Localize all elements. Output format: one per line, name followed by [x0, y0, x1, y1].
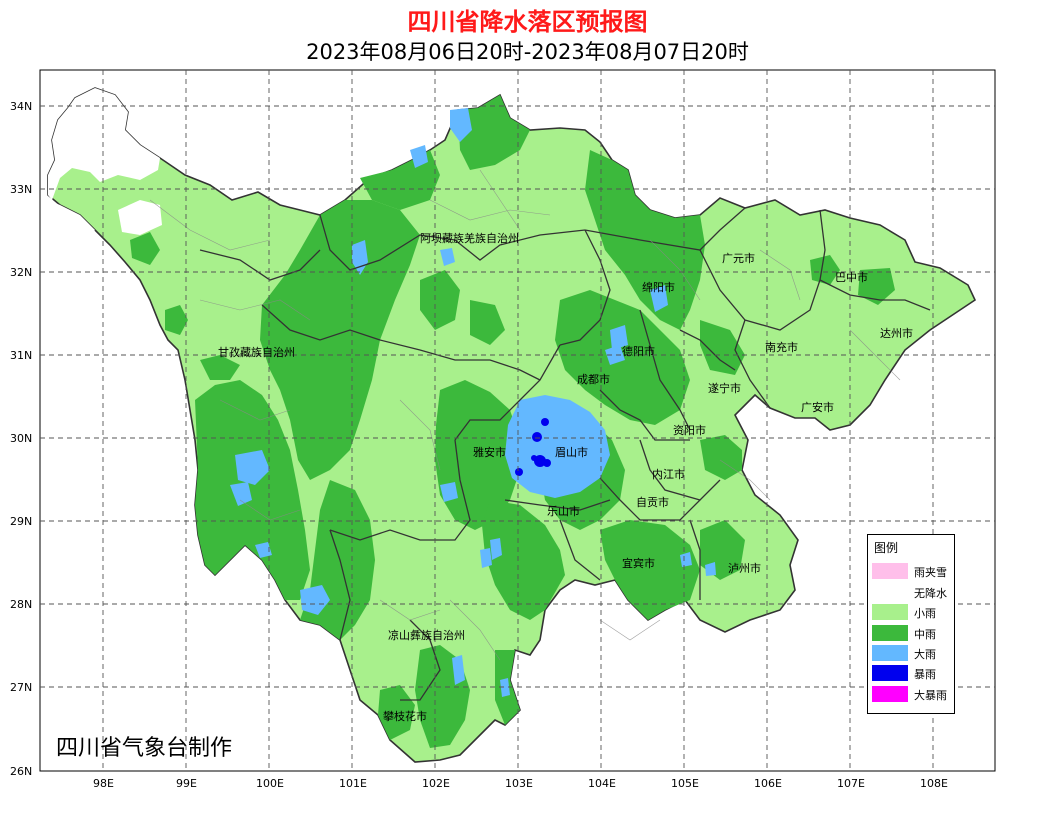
region-label: 达州市 — [880, 326, 913, 340]
producer-credit: 四川省气象台制作 — [56, 736, 233, 761]
legend-item-storm: 暴雨 — [872, 665, 952, 682]
region-label: 德阳市 — [622, 344, 655, 358]
lat-tick: 26N — [10, 765, 32, 778]
legend-label: 中雨 — [914, 628, 936, 641]
legend-swatch — [872, 686, 908, 702]
legend-swatch — [872, 625, 908, 641]
lat-tick: 29N — [10, 515, 32, 528]
lat-tick: 32N — [10, 266, 32, 279]
legend-label: 大暴雨 — [914, 689, 947, 702]
legend-item-none: 无降水 — [872, 584, 952, 601]
legend-item-light: 小雨 — [872, 604, 952, 621]
lat-tick: 34N — [10, 100, 32, 113]
legend-swatch — [872, 645, 908, 661]
lon-tick: 99E — [176, 777, 197, 790]
region-label: 资阳市 — [673, 423, 706, 437]
legend-swatch — [872, 584, 908, 600]
lon-tick: 101E — [339, 777, 367, 790]
region-label: 绵阳市 — [642, 280, 675, 294]
lon-tick: 104E — [588, 777, 616, 790]
longitude-axis: 98E 99E 100E 101E 102E 103E 104E 105E 10… — [93, 777, 948, 790]
legend-label: 雨夹雪 — [914, 566, 947, 579]
grid-lines — [40, 70, 995, 771]
region-label: 宜宾市 — [622, 556, 655, 570]
forecast-period: 2023年08月06日20时-2023年08月07日20时 — [306, 40, 749, 64]
legend-swatch — [872, 563, 908, 579]
region-label: 甘孜藏族自治州 — [218, 345, 295, 359]
lat-tick: 30N — [10, 432, 32, 445]
region-label: 南充市 — [765, 340, 798, 354]
region-label: 攀枝花市 — [383, 709, 427, 723]
region-label: 阿坝藏族羌族自治州 — [420, 231, 519, 245]
region-label: 广元市 — [722, 251, 755, 265]
lat-tick: 28N — [10, 598, 32, 611]
lon-tick: 105E — [671, 777, 699, 790]
lon-tick: 102E — [422, 777, 450, 790]
region-label: 内江市 — [652, 467, 685, 481]
legend-item-moderate: 中雨 — [872, 625, 952, 642]
legend-label: 无降水 — [914, 587, 947, 600]
legend: 图例 雨夹雪 无降水 小雨 中雨 大雨 暴雨 大暴雨 — [867, 534, 955, 714]
legend-label: 小雨 — [914, 607, 936, 620]
legend-swatch — [872, 665, 908, 681]
region-label: 自贡市 — [636, 495, 669, 509]
legend-item-extreme: 大暴雨 — [872, 686, 952, 703]
lat-tick: 27N — [10, 681, 32, 694]
lat-tick: 33N — [10, 183, 32, 196]
region-label: 成都市 — [577, 372, 610, 386]
legend-item-rain-snow: 雨夹雪 — [872, 563, 952, 580]
lon-tick: 108E — [920, 777, 948, 790]
region-label: 广安市 — [801, 400, 834, 414]
lon-tick: 98E — [93, 777, 114, 790]
moderate-rain-areas — [130, 95, 895, 748]
legend-label: 暴雨 — [914, 668, 936, 681]
no-precip-patch — [118, 200, 162, 235]
legend-swatch — [872, 604, 908, 620]
lon-tick: 100E — [256, 777, 284, 790]
legend-title: 图例 — [874, 541, 899, 555]
region-label: 眉山市 — [555, 445, 588, 459]
region-labels: 阿坝藏族羌族自治州 甘孜藏族自治州 广元市 巴中市 绵阳市 达州市 德阳市 南充… — [218, 231, 913, 723]
storm-areas — [515, 418, 551, 476]
region-label: 泸州市 — [728, 561, 761, 575]
legend-label: 大雨 — [914, 648, 936, 661]
lat-tick: 31N — [10, 349, 32, 362]
region-label: 雅安市 — [473, 445, 506, 459]
prefecture-boundaries — [199, 207, 931, 701]
lon-tick: 103E — [505, 777, 533, 790]
no-precip-west — [48, 200, 95, 235]
lon-tick: 107E — [837, 777, 865, 790]
map-title: 四川省降水落区预报图 — [407, 8, 648, 36]
heavy-rain-areas — [230, 108, 716, 697]
county-boundaries — [149, 169, 901, 661]
no-precip-area — [48, 88, 160, 200]
region-label: 遂宁市 — [708, 381, 741, 395]
lon-tick: 106E — [754, 777, 782, 790]
region-label: 乐山市 — [547, 504, 580, 518]
region-label: 巴中市 — [835, 270, 868, 284]
region-label: 凉山彝族自治州 — [388, 628, 465, 642]
legend-item-heavy: 大雨 — [872, 645, 952, 662]
latitude-axis: 34N 33N 32N 31N 30N 29N 28N 27N 26N — [10, 100, 32, 778]
